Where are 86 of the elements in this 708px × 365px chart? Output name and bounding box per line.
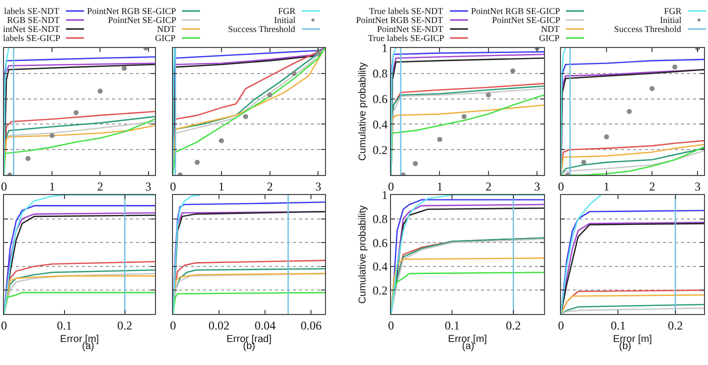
point [510,68,516,74]
y-tick-label: 0.8 [372,66,388,81]
x-tick-label: 0 [1,179,7,194]
text: (b) [243,341,256,352]
x-tick-label: 2 [266,179,273,194]
x-tick-label: 0.2 [668,318,683,332]
x-tick-label: 0.06 [300,318,322,332]
point [122,66,127,71]
y-tick-label: 0.8 [372,212,388,226]
text: (b) [619,341,632,352]
legend-label: True labels SE-GICP [368,33,444,43]
point [267,92,272,98]
y-axis-title: Cumulative probability [358,205,369,304]
legend-label: GICP [539,33,560,43]
legend-label: Success Threshold [228,24,296,34]
y-tick-label: 0.6 [372,236,388,250]
x-tick-label: 0 [170,179,176,194]
legend-label: True labels SE-NDT [369,6,444,16]
point [604,134,610,140]
y-tick-label: 0.4 [372,117,388,132]
x-tick-label: 0 [558,179,564,194]
x-tick-label: 1 [218,179,224,194]
x-tick-label: 0.2 [117,318,132,332]
legend-label: labels SE-NDT [4,6,60,16]
legend-label: Initial [274,15,296,25]
point [26,156,31,161]
y-tick-label: 0.6 [372,92,388,106]
legend-label: intNet SE-NDT [3,24,60,34]
legend-label: PointNet RGB SE-NDT [356,15,444,25]
x-tick-label: 3 [534,179,540,194]
x-tick-label: 3 [694,179,701,194]
legend-label: Initial [660,15,682,25]
point [50,133,55,138]
y-tick-label: 1 [382,41,388,56]
x-tick-label: 0 [1,318,7,332]
point [412,161,418,166]
point [581,160,586,165]
legend-label: NDT [541,24,560,34]
x-tick-label: 1 [436,179,443,194]
x-tick-label: 0 [388,179,394,194]
x-tick-label: 3 [145,179,152,194]
point [486,92,491,98]
y-tick-label: 0.2 [372,142,388,157]
point [626,109,632,114]
x-tick-label: 0.1 [444,318,460,332]
point [292,70,297,76]
legend-label: PointNet SE-GICP [108,15,176,25]
x-tick-label: 3 [315,179,322,194]
x-tick-label: 1 [604,179,610,194]
x-tick-label: 0.2 [506,318,521,332]
legend-label: PointNet RGB SE-GICP [87,6,176,16]
x-tick-label: 0 [170,318,176,332]
y-axis-title: Cumulative probability [358,62,369,161]
legend-label: FGR [664,6,682,16]
legend-label: NDT [157,24,176,34]
x-tick-label: 0.04 [254,318,276,332]
point [74,110,79,116]
legend-label: GICP [155,33,176,43]
line-series [391,48,397,175]
legend-label: Success Threshold [614,24,682,34]
point [650,86,655,92]
point [462,114,467,120]
x-tick-label: 0.1 [56,318,72,332]
x-tick-label: 2 [485,179,492,194]
point [98,88,103,94]
point [672,64,678,70]
legend-label: labels SE-GICP [3,33,60,43]
x-tick-label: 0.1 [610,318,626,332]
point [243,114,248,120]
x-tick-label: 0.02 [208,318,230,332]
point [437,136,442,142]
legend-label: PointNet SE-NDT [377,24,444,34]
y-tick-label: 0.4 [372,260,388,274]
y-tick-label: 1 [382,188,388,202]
y-tick-label: 0.2 [372,283,388,298]
x-tick-label: 2 [649,179,656,194]
legend-label: PointNet SE-GICP [492,15,560,25]
point [218,138,224,144]
x-tick-label: 0 [388,318,394,332]
x-tick-label: 0 [558,318,564,332]
point [194,160,200,165]
legend-label: PointNet RGB SE-GICP [471,6,560,16]
x-tick-label: 2 [97,179,104,194]
legend-label: FGR [278,6,296,16]
x-tick-label: 1 [49,179,56,194]
legend-label: RGB SE-NDT [7,15,60,25]
